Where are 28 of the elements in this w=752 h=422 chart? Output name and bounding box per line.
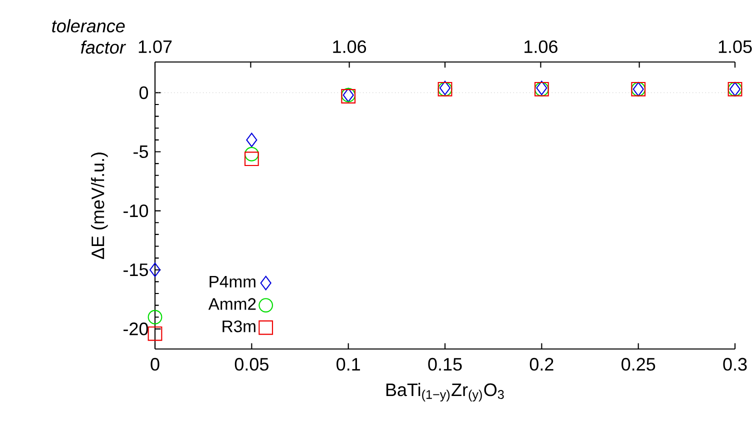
y-axis-title: ΔE (meV/f.u.) [91, 152, 108, 259]
x2-tick-label: 1.06 [524, 40, 558, 54]
y-tick-label: -20 [124, 322, 148, 336]
legend-label: P4mm [210, 276, 256, 288]
x2-axis-title: tolerance factor [52, 19, 126, 54]
point [148, 326, 162, 341]
point [149, 262, 161, 278]
point [246, 132, 258, 148]
x-tick-label: 0.25 [622, 358, 656, 371]
x-tick-label: 0.15 [428, 358, 462, 371]
legend-label: Amm2 [208, 298, 256, 310]
x-tick-label: 0 [150, 358, 160, 371]
point [244, 146, 259, 162]
point [148, 310, 162, 324]
x-axis-title: BaTi$_{(1−y)}$Zr$_{(y)}$O$_{3}$ [386, 382, 504, 402]
y-tick-label: -10 [124, 204, 148, 218]
x-tick-label: 0.2 [530, 358, 554, 371]
x-tick-label: 0.05 [234, 358, 268, 371]
x2-tick-label: 1.05 [718, 40, 752, 54]
x-tick-label: 0.1 [336, 358, 360, 371]
y-tick-label: 0 [139, 86, 148, 100]
legend-label: R3m [222, 320, 256, 332]
x2-tick-label: 1.07 [138, 40, 172, 54]
y-tick-label: -5 [134, 145, 148, 158]
y-tick-label: -15 [124, 264, 148, 276]
point [244, 152, 259, 166]
x2-tick-label: 1.06 [333, 40, 366, 54]
x-tick-label: 0.3 [723, 358, 747, 371]
